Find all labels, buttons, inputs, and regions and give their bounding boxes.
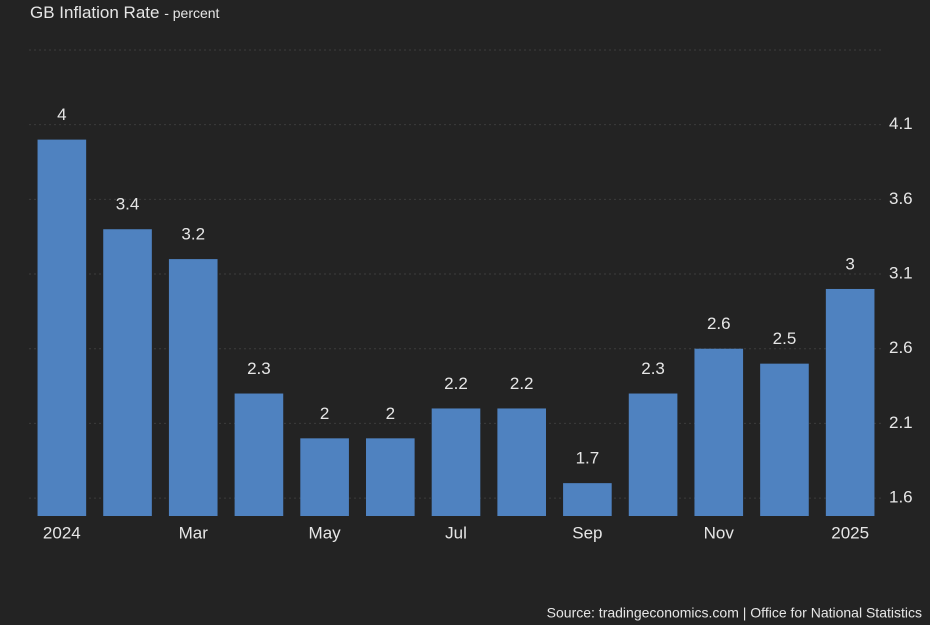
x-tick-label: 2024 — [43, 523, 81, 542]
bar — [103, 229, 152, 516]
bar — [168, 259, 218, 516]
value-label: 2 — [386, 404, 395, 423]
value-label: 2 — [320, 404, 329, 423]
y-tick-label: 3.1 — [889, 264, 913, 283]
bar — [300, 438, 349, 516]
x-tick-label: 2025 — [831, 523, 869, 542]
bar — [694, 348, 744, 516]
value-label: 3 — [845, 254, 854, 273]
bar — [234, 393, 284, 516]
y-tick-label: 3.6 — [889, 189, 913, 208]
value-label: 2.3 — [641, 359, 665, 378]
chart-title: GB Inflation Rate - percent — [30, 3, 220, 22]
value-label: 3.4 — [116, 195, 140, 214]
y-tick-label: 4.1 — [889, 114, 913, 133]
x-tick-label: Mar — [179, 523, 209, 542]
value-label: 2.3 — [247, 359, 271, 378]
x-tick-label: Nov — [704, 523, 735, 542]
bar — [37, 139, 87, 516]
x-tick-label: Sep — [572, 523, 602, 542]
subtitle: - percent — [164, 5, 219, 21]
bar — [431, 408, 481, 516]
bar — [563, 483, 612, 516]
y-tick-label: 1.6 — [889, 488, 913, 507]
bar — [497, 408, 546, 516]
bar — [760, 363, 809, 516]
y-tick-label: 2.6 — [889, 338, 913, 357]
value-label: 3.2 — [181, 225, 205, 244]
x-tick-label: May — [309, 523, 342, 542]
value-label: 2.5 — [773, 329, 797, 348]
x-tick-label: Jul — [445, 523, 467, 542]
y-tick-label: 2.1 — [889, 413, 913, 432]
bar — [825, 288, 875, 516]
title: GB Inflation Rate — [30, 3, 159, 22]
value-label: 2.6 — [707, 314, 731, 333]
value-label: 2.2 — [444, 374, 468, 393]
bar — [628, 393, 678, 516]
value-label: 2.2 — [510, 374, 534, 393]
source: Source: tradingeconomics.com | Office fo… — [547, 605, 922, 621]
value-label: 1.7 — [576, 449, 600, 468]
bar — [366, 438, 415, 516]
value-label: 4 — [57, 105, 66, 124]
